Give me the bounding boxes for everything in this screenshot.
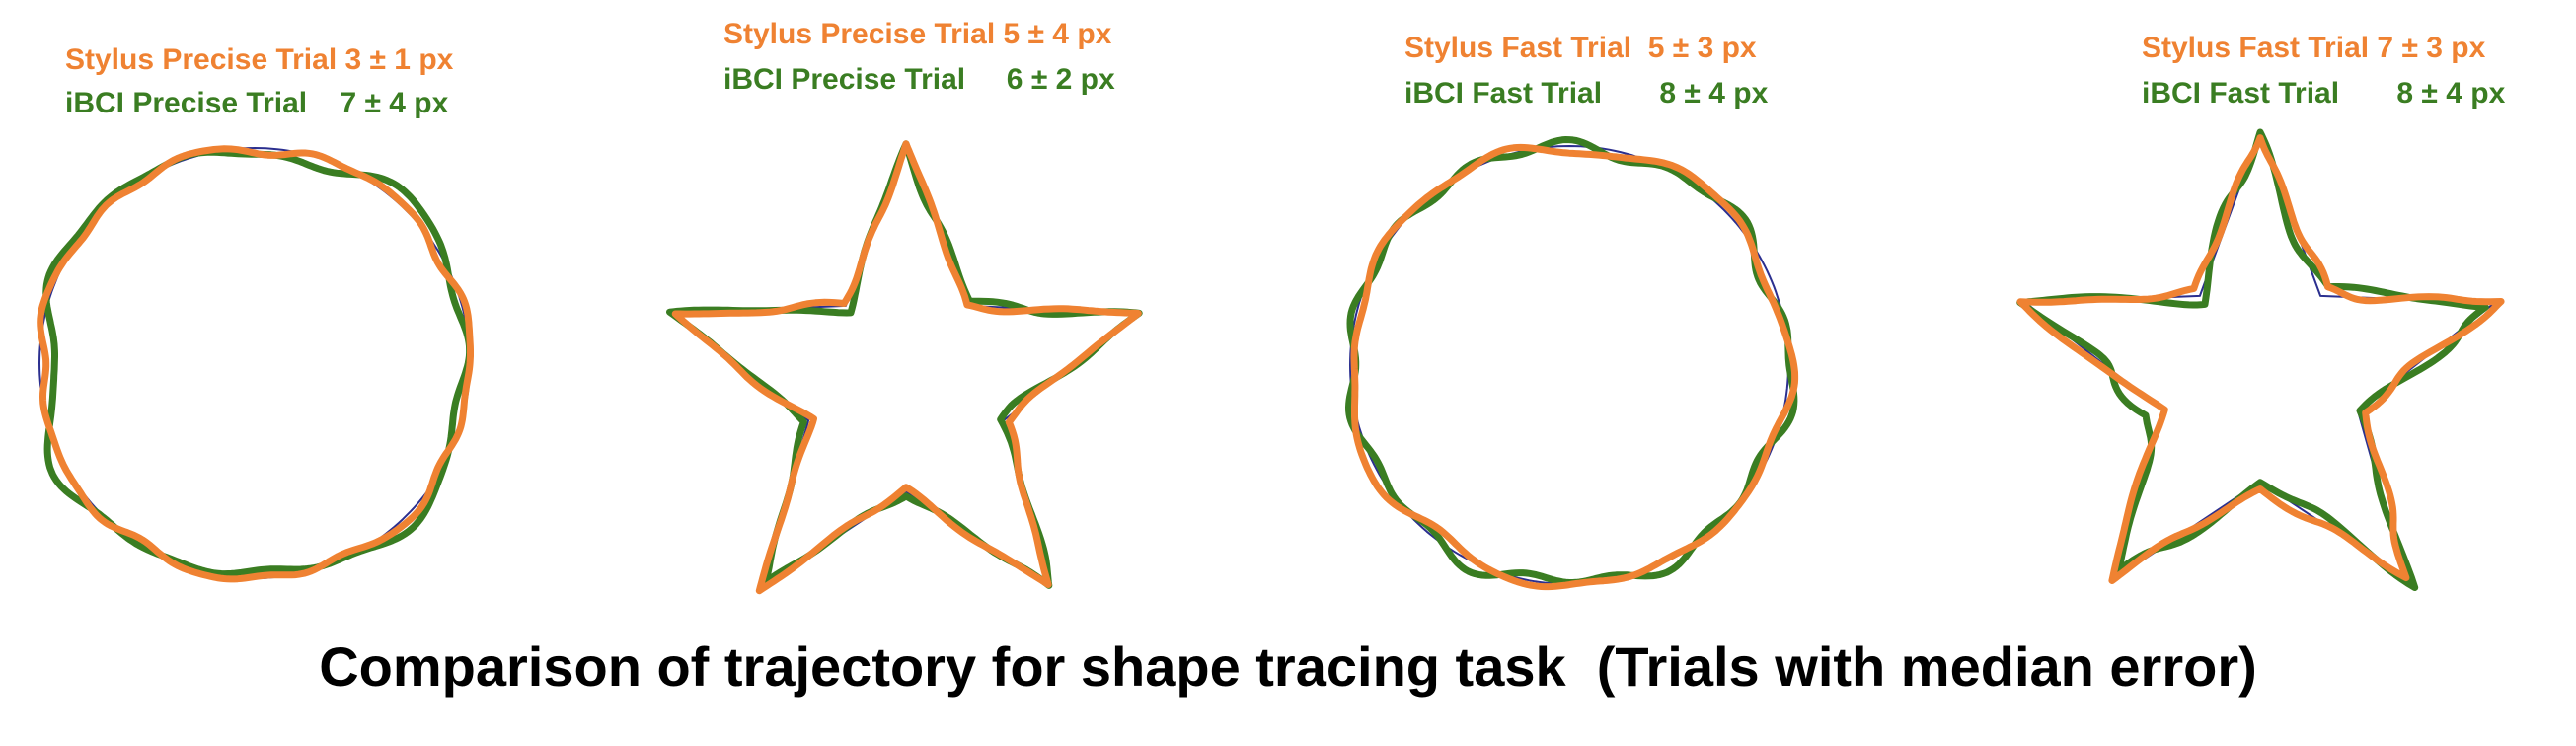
- panel-4-stylus-trajectory: [2016, 134, 2505, 584]
- panel-2-stylus-trajectory: [671, 140, 1142, 595]
- panel-1-stylus-label: Stylus Precise Trial 3 ± 1 px: [65, 43, 454, 76]
- panel-1-ibci-trajectory: [42, 148, 474, 578]
- panel-3-stylus-trajectory: [1350, 143, 1799, 591]
- panel-2-ibci-label: iBCI Precise Trial 6 ± 2 px: [723, 63, 1115, 96]
- panel-2-stylus-label: Stylus Precise Trial 5 ± 4 px: [723, 18, 1112, 50]
- panel-4-ibci-label: iBCI Fast Trial 8 ± 4 px: [2142, 77, 2506, 110]
- panel-3-stylus-label: Stylus Fast Trial 5 ± 3 px: [1404, 32, 1757, 64]
- panel-1-stylus-trajectory: [37, 145, 474, 583]
- panel-4-stylus-label: Stylus Fast Trial 7 ± 3 px: [2142, 32, 2486, 64]
- panel-3-ibci-label: iBCI Fast Trial 8 ± 4 px: [1404, 77, 1769, 110]
- panel-1-ibci-label: iBCI Precise Trial 7 ± 4 px: [65, 87, 449, 119]
- figure-title: Comparison of trajectory for shape traci…: [319, 635, 2257, 698]
